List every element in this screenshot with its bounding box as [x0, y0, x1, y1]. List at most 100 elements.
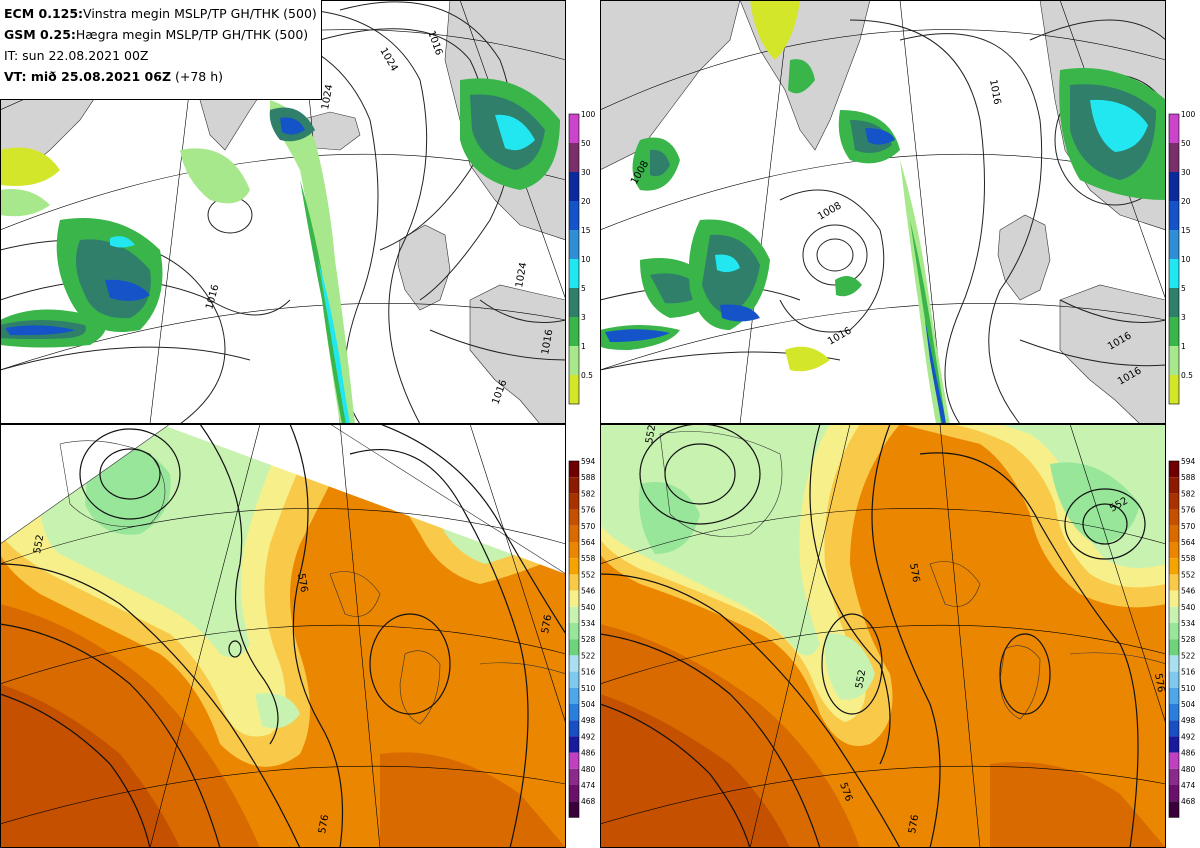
legend-swatch — [1169, 230, 1179, 259]
isobar-label: 1024 — [514, 262, 529, 289]
legend-swatch — [1169, 346, 1179, 375]
precip-legend-ecm: 100 50 30 20 15 10 5 3 1 0.5 — [567, 110, 600, 405]
legend-label: 100 — [581, 110, 596, 119]
legend-swatch — [1169, 288, 1179, 317]
legend-swatch — [569, 574, 579, 591]
legend-swatch — [1169, 493, 1179, 510]
legend-frame — [568, 460, 580, 818]
thickness-legend-gsm: 594 588 582 576 570 564 558 552 546 540 534 528 522 5… — [1167, 457, 1200, 822]
legend-swatch — [1169, 461, 1179, 478]
legend-label: 546 — [1181, 587, 1196, 596]
legend-label: 20 — [1181, 197, 1191, 206]
legend-swatch — [569, 558, 579, 575]
legend-swatch — [1169, 801, 1179, 818]
isobar-label: 1016 — [540, 329, 555, 356]
legend-label: 5 — [581, 284, 586, 293]
gh-label: 576 — [317, 814, 331, 835]
legend-swatch — [569, 143, 579, 172]
legend-label: 594 — [581, 457, 596, 466]
legend-swatch — [569, 801, 579, 818]
isobar-label: 1024 — [320, 84, 335, 111]
legend-swatch — [1169, 172, 1179, 201]
legend-label: 522 — [1181, 651, 1196, 660]
legend-label: 10 — [581, 255, 591, 264]
legend-swatch — [1169, 558, 1179, 575]
legend-swatch — [569, 736, 579, 753]
legend-swatch — [569, 655, 579, 672]
gh-label: 552 — [854, 669, 868, 690]
legend-swatch — [1169, 590, 1179, 607]
legend-swatch — [1169, 509, 1179, 526]
legend-label: 492 — [1181, 732, 1196, 741]
legend-label: 576 — [581, 506, 596, 515]
legend-swatch — [1169, 639, 1179, 656]
legend-label: 468 — [1181, 797, 1196, 806]
legend-swatch — [1169, 606, 1179, 623]
legend-label: 540 — [581, 603, 596, 612]
legend-swatch — [1169, 687, 1179, 704]
legend-label: 15 — [1181, 226, 1191, 235]
legend-label: 582 — [581, 489, 596, 498]
legend-label: 0.5 — [581, 371, 593, 380]
legend-label: 486 — [1181, 749, 1196, 758]
gh-label: 576 — [907, 563, 921, 584]
legend-swatch — [569, 785, 579, 802]
precip-areas — [0, 0, 560, 424]
legend-swatch — [1169, 623, 1179, 640]
legend-label: 534 — [581, 619, 596, 628]
legend-label: 534 — [1181, 619, 1196, 628]
legend-swatch — [1169, 655, 1179, 672]
legend-label: 588 — [581, 473, 596, 482]
legend-label: 480 — [581, 765, 596, 774]
precip-areas — [600, 0, 1166, 424]
legend-label: 528 — [1181, 635, 1196, 644]
legend-swatch — [569, 720, 579, 737]
legend-swatch — [569, 477, 579, 494]
legend-swatch — [1169, 736, 1179, 753]
legend-frame — [568, 113, 580, 405]
gsm-mslp-precip-map: 1016 1008 1008 1016 1016 1016 — [600, 0, 1166, 424]
legend-swatch — [569, 461, 579, 478]
legend-swatch — [1169, 720, 1179, 737]
legend-label: 50 — [1181, 139, 1191, 148]
thickness-legend-ecm: 594 588 582 576 570 564 558 552 546 540 534 528 522 5… — [567, 457, 600, 822]
legend-label: 582 — [1181, 489, 1196, 498]
legend-label: 50 — [581, 139, 591, 148]
ecm-model-line: ECM 0.125:Vinstra megin MSLP/TP GH/THK (… — [4, 6, 317, 21]
legend-swatch — [569, 606, 579, 623]
legend-swatch — [569, 346, 579, 375]
run-info-box: ECM 0.125:Vinstra megin MSLP/TP GH/THK (… — [0, 0, 322, 100]
legend-swatch — [569, 639, 579, 656]
gh-label: 576 — [540, 614, 554, 635]
legend-swatch — [569, 317, 579, 346]
legend-label: 10 — [1181, 255, 1191, 264]
gh-label: 552 — [644, 424, 658, 445]
gh-label: 576 — [907, 814, 921, 835]
legend-swatch — [1169, 768, 1179, 785]
legend-swatch — [1169, 114, 1179, 143]
legend-swatch — [1169, 542, 1179, 559]
legend-swatch — [569, 259, 579, 288]
legend-swatch — [1169, 704, 1179, 721]
legend-label: 474 — [581, 781, 596, 790]
legend-label: 1 — [581, 342, 586, 351]
legend-label: 1 — [1181, 342, 1186, 351]
legend-swatch — [1169, 525, 1179, 542]
legend-label: 588 — [1181, 473, 1196, 482]
legend-frame — [1168, 113, 1180, 405]
gh-label: 576 — [1152, 673, 1166, 694]
gh-label: 576 — [295, 573, 309, 594]
gsm-model-line: GSM 0.25:Hægra megin MSLP/TP GH/THK (500… — [4, 27, 309, 42]
legend-swatch — [569, 768, 579, 785]
legend-swatch — [569, 509, 579, 526]
legend-swatch — [1169, 752, 1179, 769]
legend-label: 558 — [581, 554, 596, 563]
legend-label: 564 — [1181, 538, 1196, 547]
legend-label: 570 — [581, 522, 596, 531]
legend-label: 3 — [581, 313, 586, 322]
legend-swatch — [569, 201, 579, 230]
legend-swatch — [1169, 477, 1179, 494]
legend-label: 498 — [581, 716, 596, 725]
valid-time-line: VT: mið 25.08.2021 06Z (+78 h) — [4, 69, 224, 84]
legend-swatch — [569, 172, 579, 201]
